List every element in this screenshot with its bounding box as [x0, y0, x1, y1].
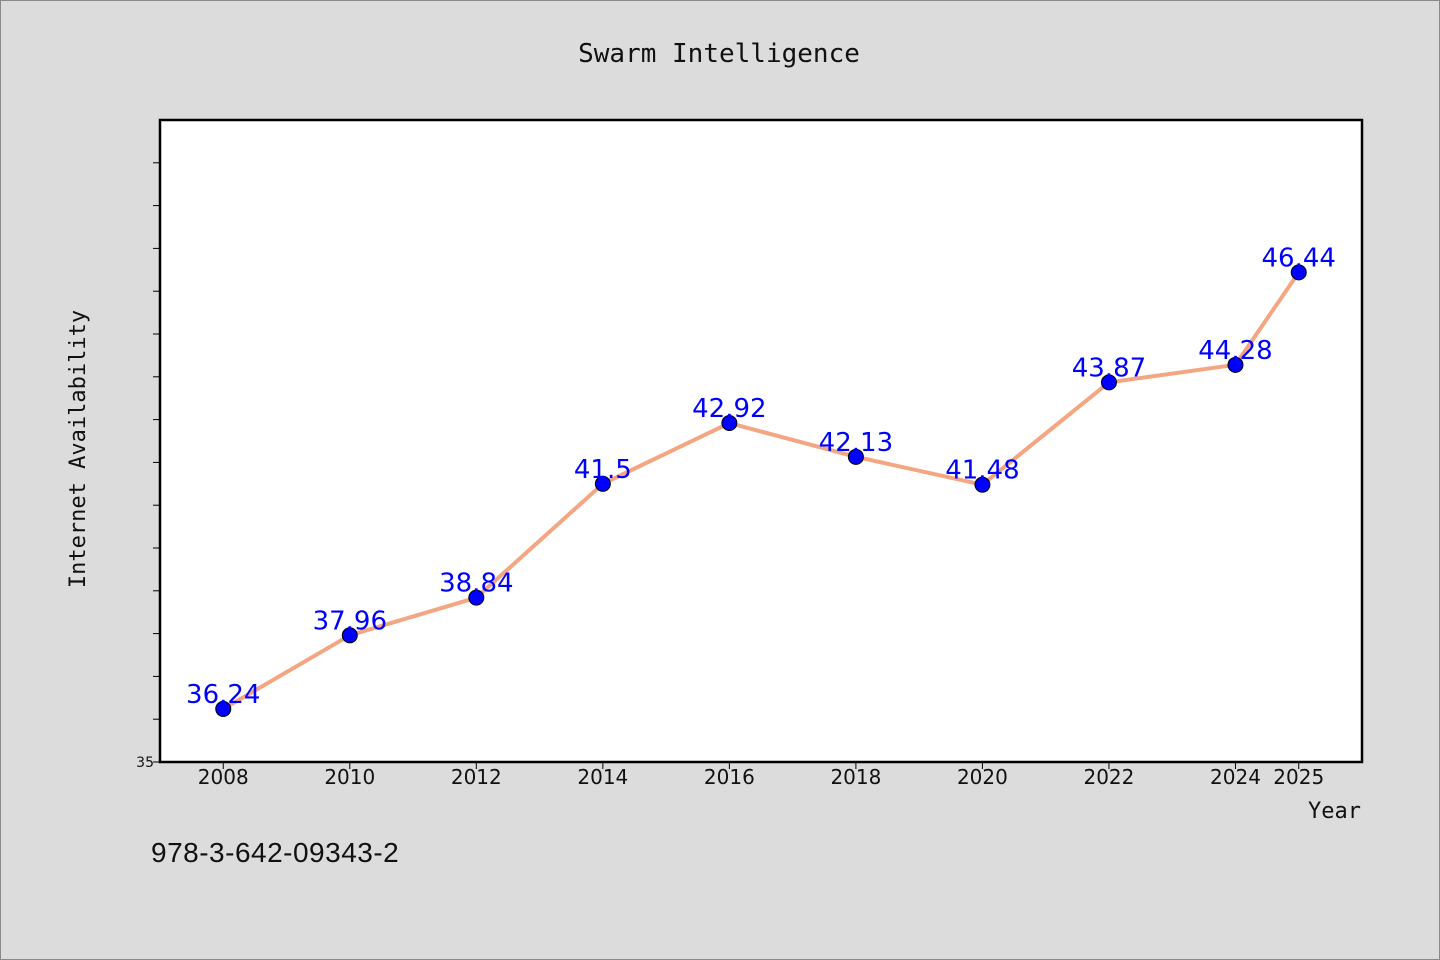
data-label: 46.44	[1262, 243, 1336, 273]
data-labels-layer: 36.24 37.96 38.84 41.5 42.92 42.13 41.48 43.87 4…	[186, 243, 1336, 710]
data-label: 38.84	[439, 569, 513, 599]
data-point	[1227, 356, 1244, 373]
data-point	[1100, 374, 1117, 391]
data-point	[1290, 264, 1307, 281]
chart-title: Swarm Intelligence	[578, 39, 860, 69]
data-label: 37.96	[313, 606, 387, 636]
data-point	[341, 627, 358, 644]
data-point	[721, 415, 738, 432]
x-tick-label: 2016	[704, 765, 755, 789]
data-point	[847, 448, 864, 465]
x-tick-label: 2008	[198, 765, 249, 789]
y-tick-label: 35	[136, 755, 154, 771]
x-tick-label: 2014	[577, 765, 628, 789]
isbn-text: 978-3-642-09343-2	[151, 837, 400, 868]
series-layer	[215, 264, 1307, 717]
data-point	[974, 476, 991, 493]
x-tick-label: 2010	[324, 765, 375, 789]
series-line	[221, 270, 1301, 711]
x-tick-label: 2012	[451, 765, 502, 789]
x-axis-ticks: 2008 2010 2012 2014 2016 2018 2020 2022 2024 2025	[198, 762, 1324, 789]
plot-area	[158, 118, 1364, 764]
data-point	[215, 700, 232, 717]
y-axis-ticks: 35	[136, 162, 160, 771]
data-point	[594, 475, 611, 492]
x-axis-label: Year	[1308, 799, 1361, 824]
x-tick-label: 2020	[957, 765, 1008, 789]
data-label: 41.5	[574, 455, 632, 485]
x-tick-label: 2018	[830, 765, 881, 789]
data-label: 42.92	[692, 394, 766, 424]
data-label: 41.48	[945, 456, 1019, 486]
x-tick-label: 2024	[1210, 765, 1261, 789]
x-tick-label: 2025	[1273, 765, 1324, 789]
data-label: 42.13	[819, 428, 893, 458]
y-axis-label: Internet Availability	[66, 310, 91, 588]
data-point	[468, 589, 485, 606]
x-tick-label: 2022	[1083, 765, 1134, 789]
data-label: 43.87	[1072, 353, 1146, 383]
data-label: 36.24	[186, 680, 260, 710]
data-label: 44.28	[1198, 336, 1272, 366]
